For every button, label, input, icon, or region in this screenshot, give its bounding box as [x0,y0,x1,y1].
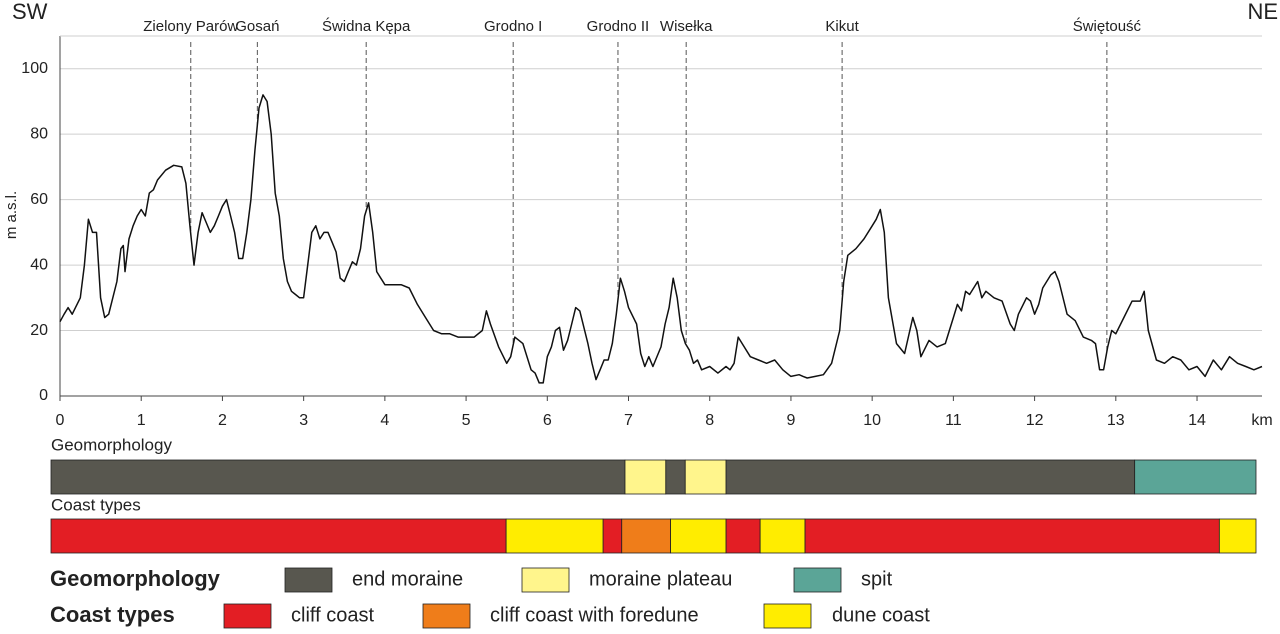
annotation-label: Kikut [825,18,859,35]
annotation-label: Wisełka [660,18,713,35]
legend-swatch [521,567,570,593]
y-tick-label: 80 [30,125,48,142]
x-tick-label: 8 [705,412,714,429]
legend-label: cliff coast with foredune [490,604,699,626]
band-segment [1134,459,1257,495]
legend-swatch [284,567,333,593]
x-tick-label: 10 [863,412,881,429]
x-tick-label: 6 [543,412,552,429]
band-title: Coast types [51,495,141,514]
x-tick-label: 11 [945,412,962,429]
x-tick-label: 7 [624,412,633,429]
y-tick-label: 100 [21,60,48,77]
band-segment [670,518,727,554]
annotation-label: Grodno II [587,18,650,35]
band-segment [50,459,626,495]
x-tick-label: 9 [786,412,795,429]
x-tick-label: 3 [299,412,308,429]
x-tick-label: 4 [380,412,389,429]
band-segment [602,518,623,554]
y-tick-label: 60 [30,191,48,208]
profile-line [59,94,1263,384]
band-segment [725,518,761,554]
legend-swatch [763,603,812,629]
band-title: Geomorphology [51,435,172,454]
legend-label: spit [861,568,893,590]
legend-title: Coast types [50,602,175,627]
x-axis-label: km [1251,412,1272,429]
band-segment [50,518,507,554]
y-tick-label: 20 [30,322,48,339]
band-segment [505,518,604,554]
corner-label: NE [1247,0,1278,24]
legend-swatch [793,567,842,593]
annotation-label: Grodno I [484,18,542,35]
x-tick-label: 2 [218,412,227,429]
band-segment [1218,518,1257,554]
band-segment [621,518,671,554]
band-segment [684,459,727,495]
x-tick-label: 5 [462,412,471,429]
x-tick-label: 14 [1188,412,1206,429]
x-tick-label: 12 [1026,412,1044,429]
x-tick-label: 13 [1107,412,1125,429]
legend-swatch [223,603,272,629]
band-segment [759,518,806,554]
annotation-label: Świętouść [1073,17,1142,35]
legend-label: dune coast [832,604,930,626]
corner-label: SW [12,0,48,24]
annotation-label: Zielony Parów [143,18,238,35]
band-segment [665,459,686,495]
y-tick-label: 0 [39,387,48,404]
annotation-label: Gosań [235,18,279,35]
band-segment [804,518,1220,554]
x-tick-label: 0 [56,412,65,429]
y-axis-label: m a.s.l. [3,191,20,239]
legend-swatch [422,603,471,629]
annotation-label: Świdna Kępa [322,17,411,35]
legend-label: end moraine [352,568,463,590]
legend-label: cliff coast [291,604,374,626]
y-tick-label: 40 [30,256,48,273]
legend-label: moraine plateau [589,568,732,590]
band-segment [624,459,667,495]
legend-title: Geomorphology [50,566,221,591]
band-segment [725,459,1136,495]
x-tick-label: 1 [137,412,146,429]
